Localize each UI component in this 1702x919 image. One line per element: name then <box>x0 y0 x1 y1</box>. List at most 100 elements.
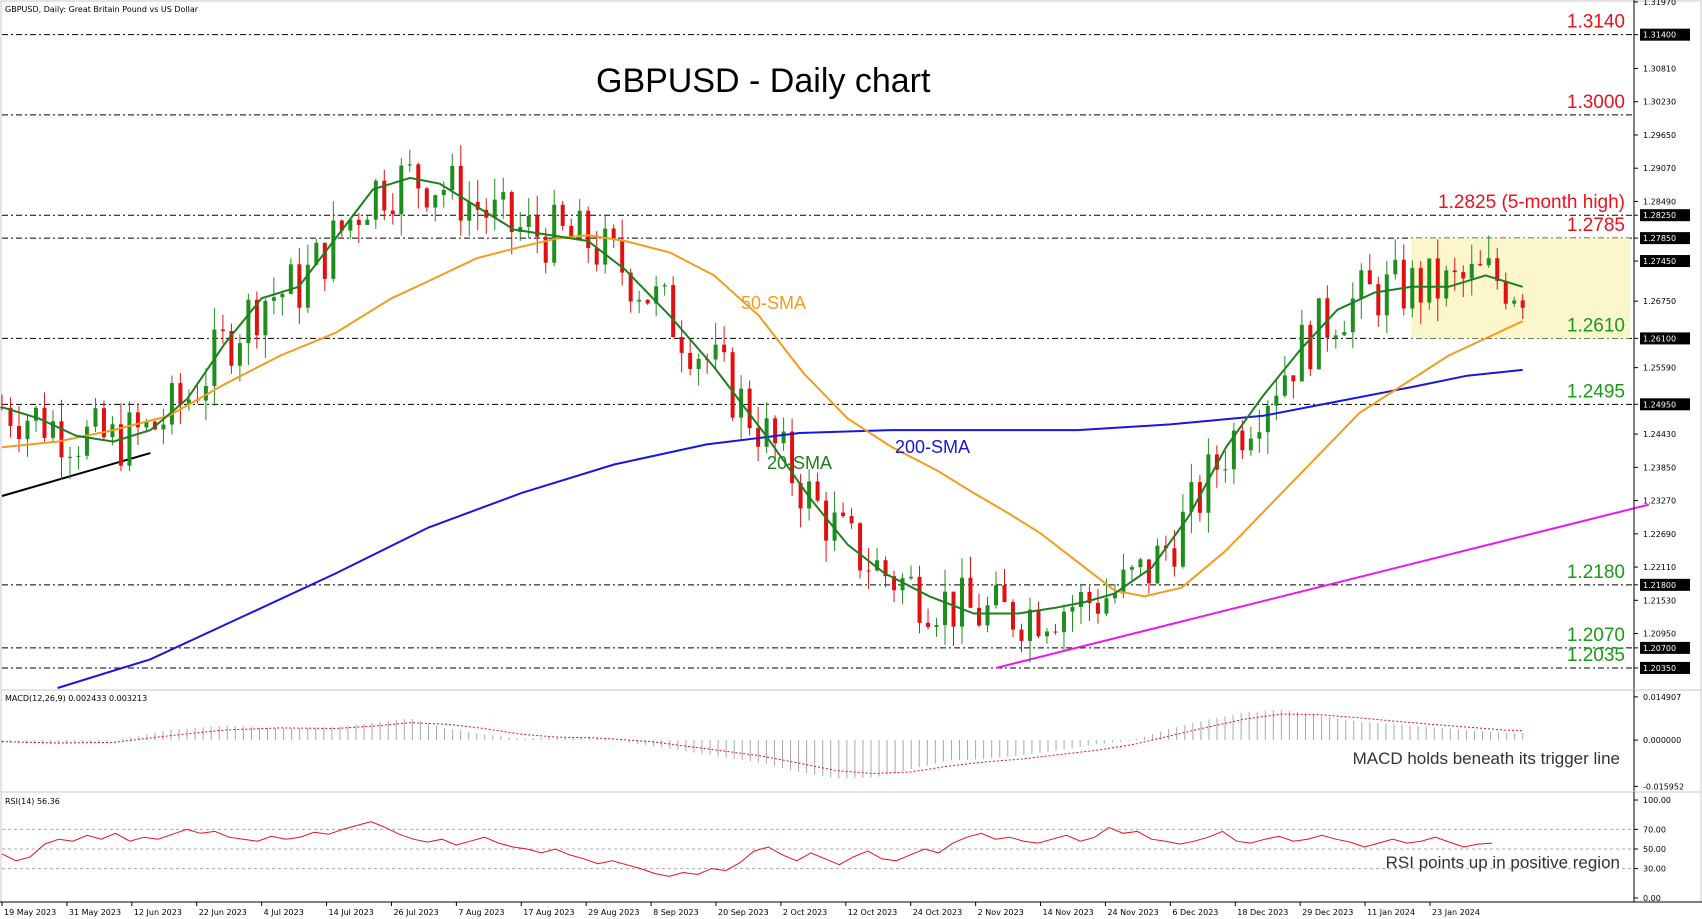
date-tick-label: 29 Dec 2023 <box>1302 908 1353 917</box>
candle-body <box>178 383 183 405</box>
candle-body <box>59 421 64 458</box>
macd-tick-label: -0.015952 <box>1643 782 1684 791</box>
candle-body <box>305 264 310 308</box>
candle <box>1342 320 1347 337</box>
candle <box>1138 557 1143 577</box>
candle <box>59 399 64 480</box>
candle-body <box>1393 259 1398 275</box>
candle-body <box>1478 263 1483 266</box>
candle-body <box>1376 284 1381 316</box>
candle-body <box>42 407 47 438</box>
candle-body <box>569 225 574 237</box>
date-tick-label: 12 Jun 2023 <box>134 908 182 917</box>
candle <box>866 548 871 590</box>
candle <box>390 193 395 225</box>
candle-body <box>1180 511 1185 567</box>
rsi-tick-label: 70.00 <box>1643 825 1666 834</box>
candle-body <box>688 352 693 369</box>
candle <box>807 469 812 521</box>
candle <box>688 340 693 376</box>
level-lines <box>2 34 1634 669</box>
candle-body <box>1435 258 1440 299</box>
candle <box>1027 597 1032 663</box>
candle-body <box>1061 611 1066 633</box>
candle <box>42 392 47 442</box>
price-tick-label: 1.24430 <box>1643 430 1676 439</box>
candle <box>1461 265 1466 297</box>
candle-body <box>1418 268 1423 303</box>
candle <box>1503 272 1508 310</box>
candle <box>1172 530 1177 577</box>
candle <box>1291 375 1296 399</box>
candle <box>790 418 795 497</box>
candle-body <box>832 512 837 541</box>
candle-body <box>892 576 897 591</box>
date-tick-label: 12 Oct 2023 <box>848 908 897 917</box>
candle-body <box>841 512 846 517</box>
candle-body <box>637 299 642 302</box>
candle-body <box>943 591 948 626</box>
candle-body <box>543 236 548 263</box>
candle-body <box>1044 631 1049 637</box>
candle <box>1078 583 1083 624</box>
candle-body <box>127 412 132 466</box>
candle <box>407 149 412 172</box>
candle <box>1367 254 1372 285</box>
candle <box>1401 244 1406 316</box>
candle-body <box>968 577 973 608</box>
candle-body <box>747 388 752 429</box>
candle-body <box>441 190 446 196</box>
candle-body <box>1070 606 1075 612</box>
date-tick-label: 20 Sep 2023 <box>718 908 769 917</box>
candle <box>552 189 557 267</box>
candle-body <box>1384 274 1389 316</box>
candle-body <box>390 210 395 215</box>
candle-body <box>1282 375 1287 396</box>
candle-body <box>1316 298 1321 370</box>
candle-body <box>484 209 489 218</box>
candle-body <box>1350 298 1355 333</box>
candle-body <box>509 192 514 232</box>
candle-body <box>1027 609 1032 641</box>
candle <box>1010 599 1015 638</box>
candle <box>1427 258 1432 310</box>
candle-body <box>1231 430 1236 470</box>
candle-body <box>373 180 378 220</box>
candle <box>1384 260 1389 333</box>
candle-body <box>790 431 795 484</box>
candle <box>1316 297 1321 370</box>
candle-body <box>501 192 506 200</box>
candle-body <box>382 180 387 211</box>
candle <box>246 293 251 366</box>
candle <box>475 179 480 231</box>
date-tick-label: 8 Sep 2023 <box>653 908 699 917</box>
candle-body <box>1036 609 1041 637</box>
price-tick-highlight <box>1640 232 1690 245</box>
candle-body <box>1452 270 1457 273</box>
candle <box>815 472 820 503</box>
candle <box>603 214 608 274</box>
price-tick-highlight <box>1640 255 1690 268</box>
candle <box>416 162 421 209</box>
candle-body <box>433 195 438 208</box>
price-tick-label: 1.25590 <box>1643 364 1676 373</box>
macd-pane-frame <box>0 689 1702 793</box>
candle-body <box>1486 258 1491 266</box>
candle-body <box>1053 631 1058 633</box>
candle-body <box>25 420 30 440</box>
candle-body <box>1512 300 1517 304</box>
candle-body <box>815 481 820 501</box>
candle <box>501 177 506 219</box>
candle <box>926 608 931 630</box>
candle-body <box>1265 405 1270 433</box>
date-tick-label: 22 Jun 2023 <box>199 908 247 917</box>
candle-body <box>169 383 174 425</box>
candle-body <box>399 165 404 215</box>
price-tick-label: 1.31970 <box>1643 0 1676 7</box>
candle <box>1214 445 1219 488</box>
candle-body <box>356 219 361 225</box>
candle-body <box>535 216 540 237</box>
candle <box>1495 248 1500 290</box>
candle-body <box>713 344 718 360</box>
candle <box>263 298 268 358</box>
